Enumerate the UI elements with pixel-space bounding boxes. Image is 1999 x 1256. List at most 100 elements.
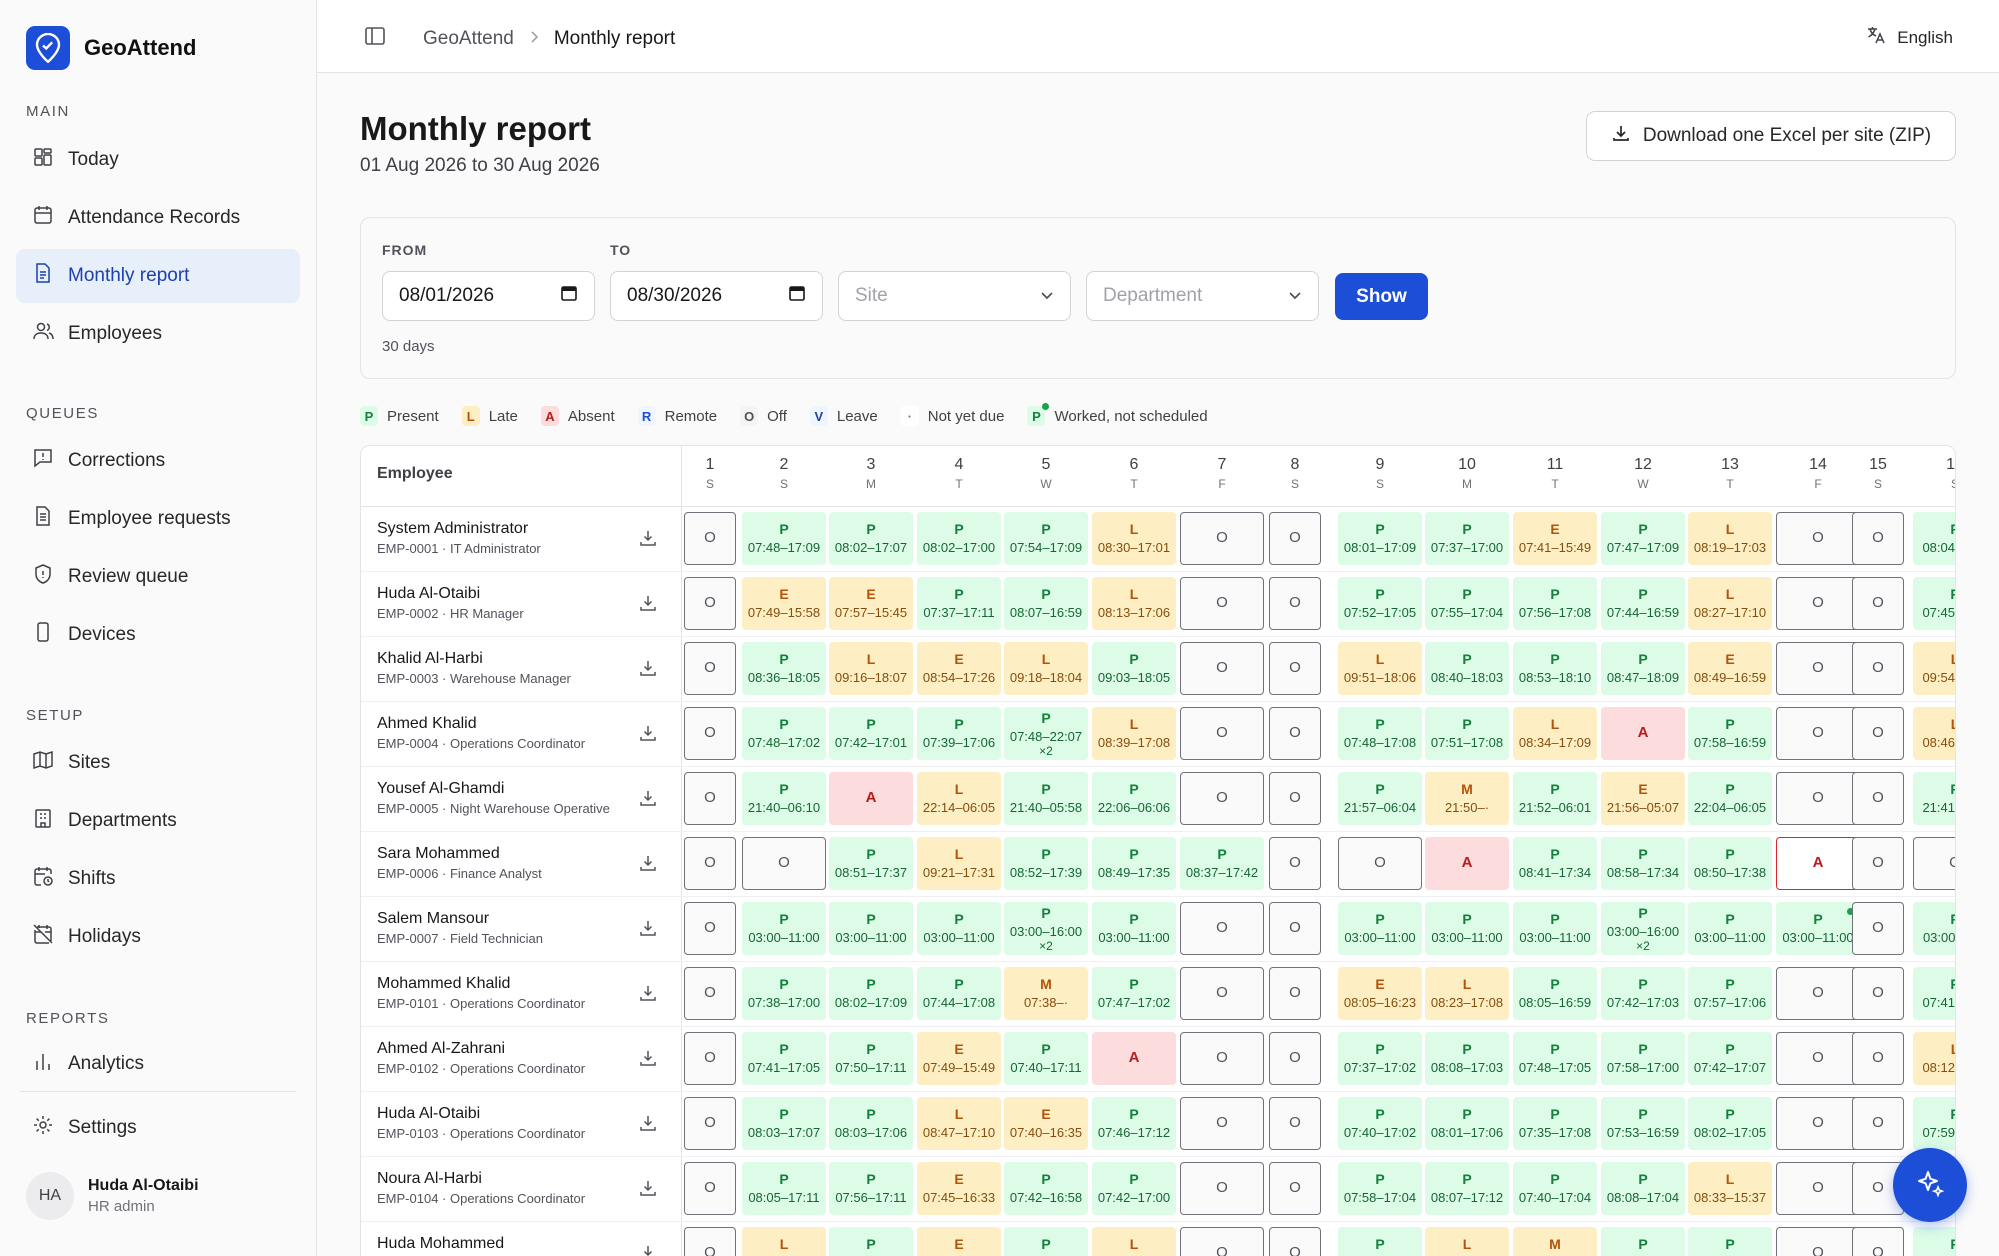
attendance-cell[interactable]: O bbox=[684, 1162, 736, 1215]
attendance-cell[interactable]: O bbox=[684, 707, 736, 760]
employee-name[interactable]: Huda Al-Otaibi bbox=[377, 1105, 481, 1122]
download-icon[interactable] bbox=[638, 918, 658, 943]
employee-name[interactable]: Noura Al-Harbi bbox=[377, 1170, 482, 1187]
attendance-cell[interactable]: P 07:41–17:05 bbox=[742, 1032, 826, 1085]
attendance-cell[interactable]: P 07:37–17:00 bbox=[1425, 512, 1509, 565]
attendance-cell[interactable]: O bbox=[1180, 577, 1264, 630]
user-profile[interactable]: HA Huda Al-Otaibi HR admin bbox=[26, 1172, 199, 1220]
sidebar-item-shifts[interactable]: Shifts bbox=[16, 852, 300, 906]
attendance-cell[interactable]: O bbox=[1776, 1032, 1860, 1085]
employee-name[interactable]: Huda Al-Otaibi bbox=[377, 585, 481, 602]
employee-name[interactable]: Khalid Al-Harbi bbox=[377, 650, 483, 667]
attendance-cell[interactable]: P 21:57–06:04 bbox=[1338, 772, 1422, 825]
attendance-cell[interactable]: O bbox=[1852, 707, 1904, 760]
attendance-cell[interactable]: L 09:51–18:06 bbox=[1338, 642, 1422, 695]
attendance-cell[interactable]: P 08:41–17:34 bbox=[1513, 837, 1597, 890]
attendance-cell[interactable]: L 08:46–17:0 bbox=[1913, 707, 1955, 760]
attendance-cell[interactable]: O bbox=[1269, 967, 1321, 1020]
download-icon[interactable] bbox=[638, 723, 658, 748]
employee-name[interactable]: Huda Mohammed bbox=[377, 1235, 505, 1252]
employee-name[interactable]: Sara Mohammed bbox=[377, 845, 500, 862]
attendance-cell[interactable]: O bbox=[1776, 772, 1860, 825]
sidebar-item-review-queue[interactable]: Review queue bbox=[16, 550, 300, 604]
attendance-cell[interactable]: L 08:19–17:03 bbox=[1688, 512, 1772, 565]
attendance-cell[interactable]: E 07:40–16:35 bbox=[1004, 1097, 1088, 1150]
attendance-cell[interactable]: L 09:21–17:31 bbox=[917, 837, 1001, 890]
attendance-cell[interactable]: P07:4 bbox=[1913, 1227, 1955, 1256]
sidebar-item-employees[interactable]: Employees bbox=[16, 307, 300, 361]
sidebar-item-today[interactable]: Today bbox=[16, 133, 300, 187]
sidebar-item-monthly-report[interactable]: Monthly report bbox=[16, 249, 300, 303]
employee-name[interactable]: Salem Mansour bbox=[377, 910, 490, 927]
download-icon[interactable] bbox=[638, 528, 658, 553]
attendance-cell[interactable]: O bbox=[1269, 577, 1321, 630]
attendance-cell[interactable]: O bbox=[1180, 1227, 1264, 1256]
attendance-cell[interactable]: P 08:08–17:04 bbox=[1601, 1162, 1685, 1215]
sidebar-item-sites[interactable]: Sites bbox=[16, 736, 300, 790]
attendance-cell[interactable]: O bbox=[684, 967, 736, 1020]
attendance-cell[interactable]: P 03:00–11:00 bbox=[1776, 902, 1860, 955]
attendance-cell[interactable]: P 08:02–17:05 bbox=[1688, 1097, 1772, 1150]
attendance-cell[interactable]: L08:30–17:10 bbox=[1425, 1227, 1509, 1256]
attendance-cell[interactable]: P 07:40–17:11 bbox=[1004, 1032, 1088, 1085]
attendance-cell[interactable]: P 07:46–17:12 bbox=[1092, 1097, 1176, 1150]
employee-name[interactable]: Yousef Al-Ghamdi bbox=[377, 780, 505, 797]
download-icon[interactable] bbox=[638, 1243, 658, 1256]
attendance-cell[interactable]: P 08:05–16:59 bbox=[1513, 967, 1597, 1020]
sidebar-item-settings[interactable]: Settings bbox=[16, 1101, 300, 1155]
attendance-cell[interactable]: P 08:37–17:42 bbox=[1180, 837, 1264, 890]
attendance-cell[interactable]: O bbox=[1776, 1097, 1860, 1150]
attendance-cell[interactable]: O bbox=[1776, 1162, 1860, 1215]
employee-name[interactable]: Ahmed Al-Zahrani bbox=[377, 1040, 506, 1057]
attendance-cell[interactable]: O bbox=[1180, 772, 1264, 825]
attendance-cell[interactable]: P 08:50–17:38 bbox=[1688, 837, 1772, 890]
attendance-cell[interactable]: O bbox=[1852, 772, 1904, 825]
download-icon[interactable] bbox=[638, 1048, 658, 1073]
attendance-cell[interactable]: P 08:51–17:37 bbox=[829, 837, 913, 890]
attendance-cell[interactable]: P 07:48–17:02 bbox=[742, 707, 826, 760]
attendance-cell[interactable]: O bbox=[1776, 707, 1860, 760]
attendance-cell[interactable]: P07:56–17:04 bbox=[1688, 1227, 1772, 1256]
attendance-cell[interactable]: P 03:00–11:00 bbox=[1338, 902, 1422, 955]
attendance-cell[interactable]: P 08:03–17:07 bbox=[742, 1097, 826, 1150]
attendance-cell[interactable]: P 07:53–16:59 bbox=[1601, 1097, 1685, 1150]
download-zip-button[interactable]: Download one Excel per site (ZIP) bbox=[1586, 111, 1956, 161]
attendance-cell[interactable]: P 03:00–16:00 ×2 bbox=[1004, 902, 1088, 955]
to-date-input[interactable]: 08/30/2026 bbox=[610, 271, 823, 321]
attendance-cell[interactable]: L 09:18–18:04 bbox=[1004, 642, 1088, 695]
attendance-cell[interactable]: P 03:00–11:00 bbox=[829, 902, 913, 955]
assistant-button[interactable] bbox=[1893, 1148, 1967, 1222]
attendance-cell[interactable]: A bbox=[1601, 707, 1685, 760]
calendar-icon[interactable] bbox=[788, 284, 806, 308]
show-button[interactable]: Show bbox=[1335, 273, 1428, 320]
attendance-cell[interactable]: P 08:49–17:35 bbox=[1092, 837, 1176, 890]
attendance-cell[interactable]: P 08:01–17:06 bbox=[1425, 1097, 1509, 1150]
attendance-cell[interactable]: O bbox=[1852, 1227, 1904, 1256]
attendance-cell[interactable]: P 08:02–17:07 bbox=[829, 512, 913, 565]
attendance-cell[interactable]: P 08:07–17:12 bbox=[1425, 1162, 1509, 1215]
attendance-cell[interactable]: P 08:02–17:09 bbox=[829, 967, 913, 1020]
attendance-cell[interactable]: O bbox=[1776, 512, 1860, 565]
download-icon[interactable] bbox=[638, 658, 658, 683]
attendance-cell[interactable]: P07:37–17:11 bbox=[1004, 1227, 1088, 1256]
attendance-cell[interactable]: O bbox=[1269, 642, 1321, 695]
attendance-cell[interactable]: P 07:42–17:03 bbox=[1601, 967, 1685, 1020]
attendance-cell[interactable]: P 07:59–17:0 bbox=[1913, 1097, 1955, 1150]
attendance-cell[interactable]: L08:30–17:14 bbox=[742, 1227, 826, 1256]
attendance-cell[interactable]: O bbox=[1776, 577, 1860, 630]
attendance-cell[interactable]: P 07:56–17:11 bbox=[829, 1162, 913, 1215]
attendance-cell[interactable]: L 22:14–06:05 bbox=[917, 772, 1001, 825]
site-select[interactable]: Site bbox=[838, 271, 1071, 321]
from-date-input[interactable]: 08/01/2026 bbox=[382, 271, 595, 321]
attendance-cell[interactable]: M 07:38–· bbox=[1004, 967, 1088, 1020]
attendance-cell[interactable]: P 03:00–11:00 bbox=[1513, 902, 1597, 955]
attendance-cell[interactable]: O bbox=[1852, 577, 1904, 630]
calendar-icon[interactable] bbox=[560, 284, 578, 308]
attendance-cell[interactable]: O bbox=[684, 577, 736, 630]
attendance-cell[interactable]: E 21:56–05:07 bbox=[1601, 772, 1685, 825]
attendance-cell[interactable]: L 08:27–17:10 bbox=[1688, 577, 1772, 630]
attendance-cell[interactable]: P 07:42–16:58 bbox=[1004, 1162, 1088, 1215]
attendance-cell[interactable]: O bbox=[1180, 642, 1264, 695]
attendance-cell[interactable]: E 07:49–15:49 bbox=[917, 1032, 1001, 1085]
sidebar-item-attendance-records[interactable]: Attendance Records bbox=[16, 191, 300, 245]
